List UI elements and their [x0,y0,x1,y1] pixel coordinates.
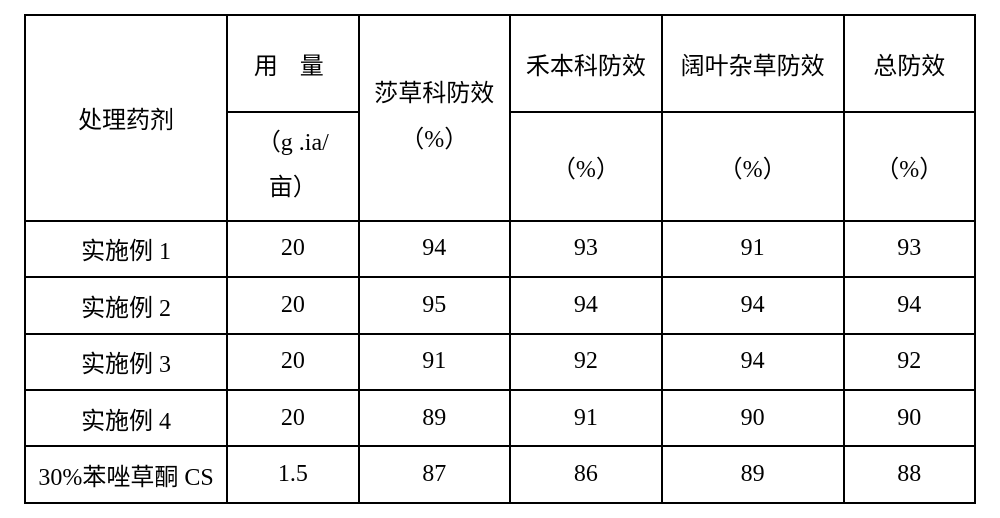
cell-treatment: 实施例 2 [25,277,227,333]
cell-treatment: 实施例 3 [25,334,227,390]
col-broadleaf-header: 阔叶杂草防效 [662,15,844,112]
cell-total: 94 [844,277,975,333]
cell-total: 92 [844,334,975,390]
cell-dose: 20 [227,221,358,277]
cell-gramineae: 94 [510,277,662,333]
cell-broadleaf: 94 [662,277,844,333]
cell-cyperaceae: 94 [359,221,511,277]
cell-cyperaceae: 87 [359,446,511,503]
table-row: 实施例 1 20 94 93 91 93 [25,221,975,277]
cell-treatment: 30%苯唑草酮 CS [25,446,227,503]
cell-dose: 20 [227,334,358,390]
col-dose-header: 用 量 [227,15,358,112]
cell-broadleaf: 91 [662,221,844,277]
table-row: 30%苯唑草酮 CS 1.5 87 86 89 88 [25,446,975,503]
cell-total: 88 [844,446,975,503]
cell-gramineae: 93 [510,221,662,277]
table-row: 实施例 2 20 95 94 94 94 [25,277,975,333]
cell-cyperaceae: 95 [359,277,511,333]
cell-total: 90 [844,390,975,446]
cell-gramineae: 91 [510,390,662,446]
cell-treatment: 实施例 1 [25,221,227,277]
cell-broadleaf: 89 [662,446,844,503]
table-container: 处理药剂 用 量 莎草科防效（%） 禾本科防效 阔叶杂草防效 总防效 （g .i… [0,0,1000,518]
col-total-unit: （%） [844,112,975,221]
col-dose-unit: （g .ia/亩） [227,112,358,221]
cell-gramineae: 92 [510,334,662,390]
col-cyperaceae-header: 莎草科防效（%） [359,15,511,221]
cell-total: 93 [844,221,975,277]
col-broadleaf-unit: （%） [662,112,844,221]
cell-dose: 1.5 [227,446,358,503]
cell-dose: 20 [227,390,358,446]
cell-cyperaceae: 91 [359,334,511,390]
cell-gramineae: 86 [510,446,662,503]
cell-cyperaceae: 89 [359,390,511,446]
table-header-row-1: 处理药剂 用 量 莎草科防效（%） 禾本科防效 阔叶杂草防效 总防效 [25,15,975,112]
col-gramineae-header: 禾本科防效 [510,15,662,112]
efficacy-table: 处理药剂 用 量 莎草科防效（%） 禾本科防效 阔叶杂草防效 总防效 （g .i… [24,14,976,504]
cell-dose: 20 [227,277,358,333]
table-row: 实施例 3 20 91 92 94 92 [25,334,975,390]
table-row: 实施例 4 20 89 91 90 90 [25,390,975,446]
col-treatment-header: 处理药剂 [25,15,227,221]
col-total-header: 总防效 [844,15,975,112]
cell-treatment: 实施例 4 [25,390,227,446]
cell-broadleaf: 90 [662,390,844,446]
col-gramineae-unit: （%） [510,112,662,221]
cell-broadleaf: 94 [662,334,844,390]
